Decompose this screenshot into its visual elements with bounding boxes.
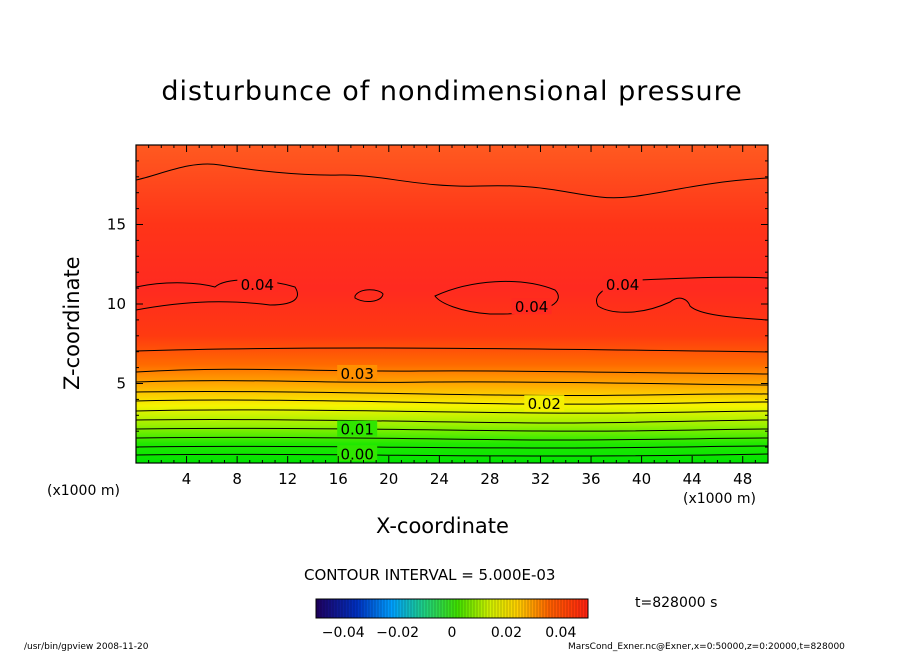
contour-interval: CONTOUR INTERVAL = 5.000E-03 <box>304 566 556 584</box>
x-tick-label: 36 <box>581 470 600 488</box>
contour-labels: 0.04 0.04 0.04 0.03 0.02 0.01 0.00 <box>237 275 643 463</box>
contour-label: 0.01 <box>340 421 373 439</box>
colorbar-tick-label: 0.02 <box>491 625 522 641</box>
contour-label: 0.04 <box>606 276 639 294</box>
x-tick-label: 24 <box>430 470 449 488</box>
x-unit-left: (x1000 m) <box>47 483 120 499</box>
footer-right: MarsCond_Exner.nc@Exner,x=0:50000,z=0:20… <box>568 642 845 652</box>
contour-label-bg <box>237 275 278 292</box>
heatmap-field <box>136 145 768 463</box>
colorbar-tick-label: −0.04 <box>322 625 365 641</box>
colorbar <box>316 599 588 618</box>
y-tick-label: 5 <box>116 375 126 393</box>
chart-title: disturbunce of nondimensional pressure <box>161 76 743 107</box>
x-tick-label: 16 <box>329 470 348 488</box>
x-tick-label: 40 <box>632 470 651 488</box>
contour-label-bg <box>524 395 565 412</box>
y-tick-label: 10 <box>107 295 126 313</box>
x-tick-label: 48 <box>733 470 752 488</box>
contour-label: 0.04 <box>515 298 548 316</box>
time-label: t=828000 s <box>635 595 718 611</box>
colorbar-tick-label: 0.04 <box>545 625 576 641</box>
colorbar-tick-label: 0 <box>448 625 457 641</box>
x-tick-label: 28 <box>480 470 499 488</box>
colorbar-tick-label: −0.02 <box>376 625 419 641</box>
contour-label-bg <box>602 275 643 292</box>
x-unit-right: (x1000 m) <box>683 491 756 507</box>
contour-label: 0.03 <box>340 365 373 383</box>
contour-lines <box>136 163 768 457</box>
x-tick-label: 32 <box>531 470 550 488</box>
colorbar-frame <box>315 598 589 619</box>
x-tick-label: 20 <box>379 470 398 488</box>
colorbar-stripes <box>317 599 586 618</box>
contour-label-bg <box>337 364 378 381</box>
x-tick-label: 44 <box>683 470 702 488</box>
y-tick-label: 15 <box>107 216 126 234</box>
footer-left: /usr/bin/gpview 2008-11-20 <box>24 642 149 652</box>
x-axis-label: X-coordinate <box>376 514 509 538</box>
colorbar-labels: −0.04 −0.02 0 0.02 0.04 <box>322 625 577 641</box>
x-tick-label: 8 <box>232 470 242 488</box>
contour-label: 0.02 <box>528 395 561 413</box>
contour-label-bg <box>337 445 378 462</box>
x-tick-label: 12 <box>278 470 297 488</box>
contour-label-bg <box>337 420 378 437</box>
contour-label: 0.04 <box>241 276 274 294</box>
contour-label-bg <box>511 298 552 315</box>
contour-label: 0.00 <box>340 445 373 463</box>
x-tick-label: 4 <box>182 470 192 488</box>
y-axis-label: Z-coordinate <box>60 256 84 390</box>
